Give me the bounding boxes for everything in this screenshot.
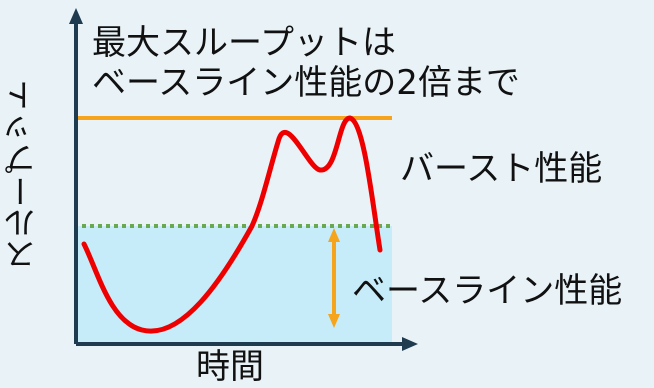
max-throughput-caption: 最大スループットは ベースライン性能の2倍まで: [92, 22, 520, 104]
throughput-curve: [81, 115, 383, 334]
caption-line-1: 最大スループットは: [92, 23, 396, 63]
baseline-range-arrow: [328, 228, 340, 328]
caption-line-2: ベースライン性能の2倍まで: [92, 63, 520, 103]
baseline-performance-label: ベースライン性能: [352, 271, 623, 311]
baseline-area: [78, 226, 392, 344]
x-axis-label: 時間: [196, 347, 264, 387]
y-axis-label: スループット: [3, 79, 41, 271]
x-axis-arrowhead: [402, 337, 418, 351]
y-axis-arrowhead: [69, 8, 83, 24]
axes: [69, 8, 418, 351]
burst-performance-label: バースト性能: [400, 149, 603, 189]
